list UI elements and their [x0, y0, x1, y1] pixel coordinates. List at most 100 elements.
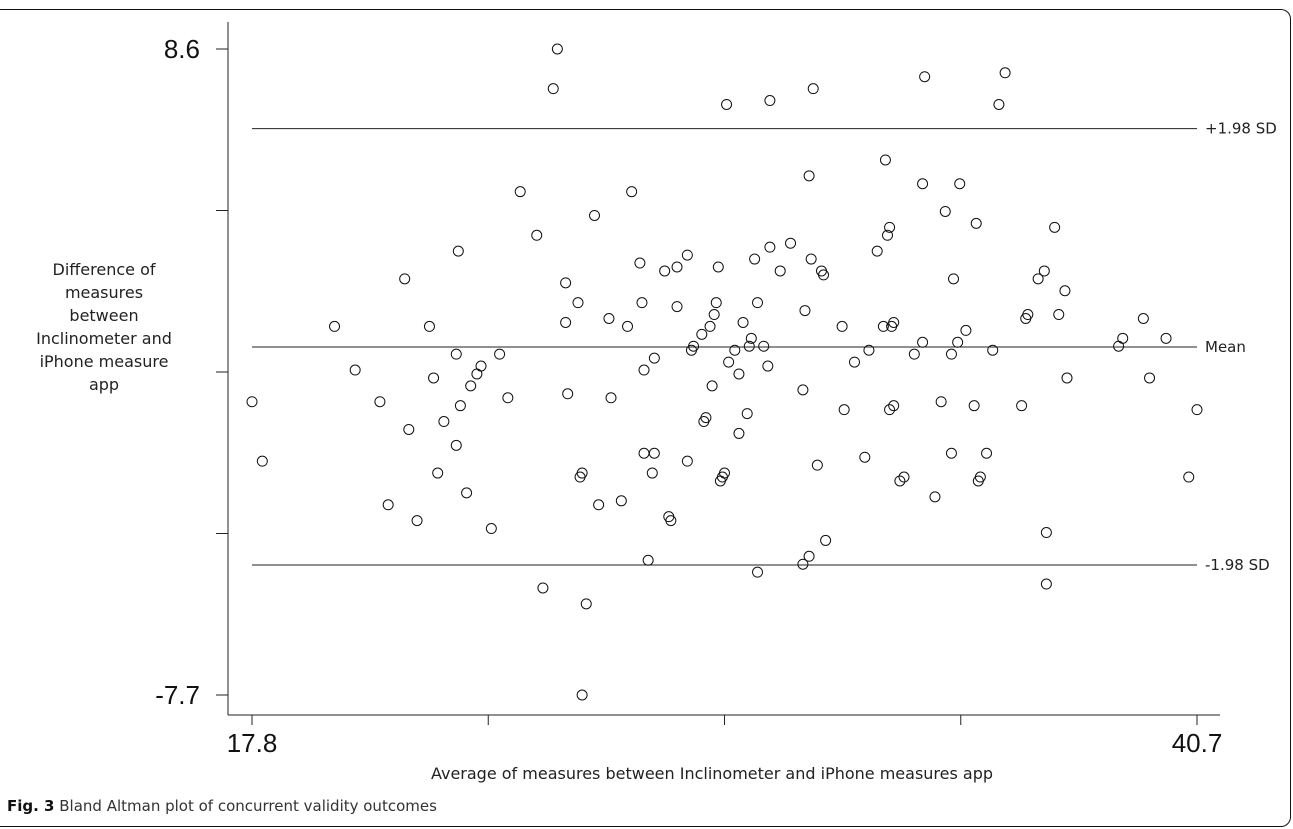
y-axis-title-line: measures: [64, 283, 144, 302]
data-point: [898, 471, 910, 483]
data-point: [411, 515, 423, 527]
data-point: [382, 499, 394, 511]
data-point: [572, 297, 584, 309]
data-point: [671, 301, 683, 313]
data-point: [696, 328, 708, 340]
y-axis-title-line: iPhone measure: [39, 352, 169, 371]
data-point: [659, 265, 671, 277]
data-point: [888, 316, 900, 328]
data-point: [917, 336, 929, 348]
data-point: [749, 253, 761, 265]
data-point: [681, 455, 693, 467]
data-point: [743, 340, 755, 352]
data-point: [848, 356, 860, 368]
data-point: [349, 364, 361, 376]
data-point: [948, 273, 960, 285]
y-axis-title-line: between: [69, 306, 139, 325]
data-point: [987, 344, 999, 356]
data-point: [593, 499, 605, 511]
caption-text: Bland Altman plot of concurrent validity…: [54, 797, 437, 815]
caption-label: Fig. 3: [7, 797, 55, 815]
data-point: [681, 249, 693, 261]
data-point: [704, 320, 716, 332]
data-point: [537, 582, 549, 594]
data-point: [329, 320, 341, 332]
data-point: [531, 229, 543, 241]
data-point: [1061, 372, 1073, 384]
data-point: [648, 352, 660, 364]
data-point: [626, 186, 638, 198]
data-point: [688, 340, 700, 352]
data-point: [919, 71, 931, 83]
data-point: [741, 408, 753, 420]
data-point: [811, 459, 823, 471]
data-point: [1183, 471, 1195, 483]
data-point: [797, 384, 809, 396]
data-point: [648, 447, 660, 459]
data-point: [968, 400, 980, 412]
data-point: [663, 511, 675, 523]
y-axis-title-line: Difference of: [52, 260, 156, 279]
data-point: [1040, 527, 1052, 539]
data-point: [954, 178, 966, 190]
x-axis-title: Average of measures between Inclinometer…: [431, 764, 993, 783]
data-point: [671, 261, 683, 273]
data-point: [820, 534, 832, 546]
data-point: [723, 356, 735, 368]
reference-line-label: Mean: [1205, 338, 1246, 356]
figure-frame: [0, 9, 1291, 827]
data-point: [636, 297, 648, 309]
data-point: [547, 83, 559, 95]
data-point: [712, 261, 724, 273]
data-point: [450, 439, 462, 451]
data-point: [952, 336, 964, 348]
data-point: [576, 689, 588, 701]
data-point: [450, 348, 462, 360]
data-point: [719, 467, 730, 479]
data-point: [438, 416, 450, 428]
data-point: [981, 447, 993, 459]
data-point: [502, 392, 514, 404]
data-point: [917, 178, 929, 190]
reference-line-label: -1.98 SD: [1205, 556, 1270, 574]
data-point: [807, 83, 819, 95]
data-point: [970, 217, 982, 229]
figure-caption: Fig. 3 Bland Altman plot of concurrent v…: [7, 797, 437, 815]
data-point: [562, 388, 574, 400]
data-point: [1160, 332, 1172, 344]
data-point: [1137, 312, 1149, 324]
data-point: [721, 98, 733, 110]
y-tick-label: -7.7: [155, 680, 200, 710]
data-point: [939, 205, 951, 217]
data-point: [737, 316, 749, 328]
data-point: [785, 237, 797, 249]
data-point: [1053, 309, 1065, 321]
data-point: [805, 253, 817, 265]
data-point: [615, 495, 627, 507]
y-axis-title: Difference of measures between Inclinometer…: [6, 258, 202, 396]
data-point: [605, 392, 617, 404]
data-point: [884, 221, 896, 233]
data-point: [576, 467, 588, 479]
data-point: [706, 380, 718, 392]
data-point: [972, 475, 984, 487]
data-point: [560, 277, 572, 289]
data-point: [1022, 309, 1034, 321]
data-point: [1191, 404, 1203, 416]
data-point: [698, 416, 710, 428]
data-point: [589, 209, 601, 221]
data-point: [1020, 312, 1032, 324]
data-point: [403, 423, 415, 435]
y-axis-title-line: app: [88, 375, 120, 394]
data-point: [710, 297, 722, 309]
data-point: [803, 170, 815, 182]
data-point: [836, 320, 848, 332]
data-point: [758, 340, 770, 352]
data-point: [423, 320, 435, 332]
data-point: [642, 554, 654, 566]
y-tick-label: 8.6: [164, 34, 200, 64]
data-point: [634, 257, 646, 269]
data-point: [945, 348, 957, 360]
y-axis-title-line: Inclinometer and: [36, 329, 172, 348]
data-point: [622, 320, 634, 332]
